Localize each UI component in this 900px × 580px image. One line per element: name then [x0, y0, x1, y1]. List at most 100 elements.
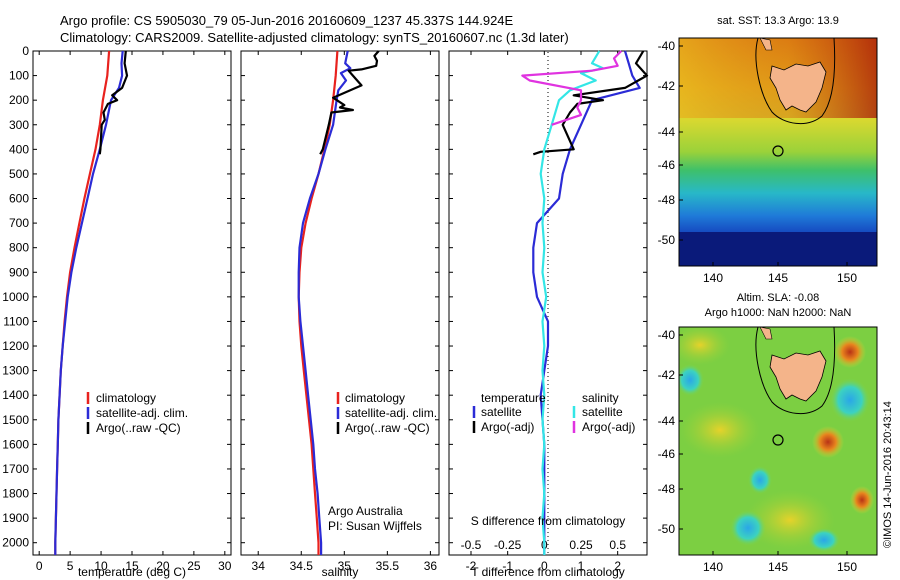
- lat-tick-label: -50: [658, 233, 676, 247]
- x-tick-label: 5: [67, 559, 74, 573]
- x-tick-label: 34.5: [290, 559, 314, 573]
- series-line-sat_s: [539, 50, 605, 555]
- x-tick-label: 15: [125, 559, 139, 573]
- sla-blue-eddy: [679, 364, 704, 396]
- lon-tick-label: 145: [768, 271, 788, 285]
- legend-satellite-label: satellite-adj. clim.: [345, 406, 437, 420]
- x-tick-label: 36: [424, 559, 438, 573]
- salinity-x-label: salinity: [322, 565, 359, 579]
- sla-lat-ticks: -40 -42 -44 -46 -48 -50: [658, 328, 683, 536]
- tasmania-land: [769, 61, 827, 113]
- lon-tick-label: 150: [837, 271, 857, 285]
- legend-climatology-label: climatology: [345, 391, 405, 405]
- y-tick-label: 2000: [2, 536, 29, 550]
- salinity-panel: 34 34.5 35 35.5 36 salinity climatology sate…: [240, 50, 440, 579]
- sst-shelf-contour: [755, 38, 836, 124]
- x-tick-label: 2: [614, 559, 621, 573]
- lat-tick-label: -48: [658, 193, 676, 207]
- x-tick-label: 0: [541, 559, 548, 573]
- series-line-argo: [532, 50, 649, 156]
- y-tick-label: 800: [9, 241, 29, 255]
- sla-blue-eddy: [748, 466, 772, 494]
- temperature-series: [54, 50, 129, 555]
- series-line-argo: [319, 50, 380, 155]
- y-tick-label: 100: [9, 69, 29, 83]
- y-tick-label: 1100: [3, 314, 29, 328]
- x-tick-label: 0: [36, 559, 43, 573]
- legend-argo-label: Argo(..raw -QC): [96, 421, 181, 435]
- sla-yellow-patch: [679, 327, 730, 365]
- legend-s-argo-label: Argo(-adj): [582, 420, 635, 434]
- salinity-annotation-line-1: Argo Australia: [328, 504, 403, 518]
- y-tick-label: 1700: [2, 462, 29, 476]
- header-line-1: Argo profile: CS 5905030_79 05-Jun-2016 …: [60, 13, 514, 28]
- difference-ticks: -2 -1 0 1 2-0.5 -0.25 0 0.25 0.5: [449, 50, 647, 573]
- x-tick-label: 30: [218, 559, 232, 573]
- y-tick-label: 200: [9, 93, 29, 107]
- salinity-plot-frame: [240, 50, 440, 556]
- s-diff-tick-label: -0.5: [461, 538, 482, 552]
- temperature-x-label: temperature (deg C): [78, 565, 186, 579]
- sla-map-title-1: Altim. SLA: -0.08: [737, 292, 820, 304]
- lat-tick-label: -40: [658, 39, 676, 53]
- y-tick-label: 600: [9, 192, 29, 206]
- temperature-panel: 0 5 10 15 20 25 300100200300400500600700800900…: [2, 44, 232, 579]
- series-line-sat: [54, 50, 124, 555]
- mainland-land: [759, 38, 773, 51]
- lon-tick-label: 145: [768, 560, 788, 574]
- sst-map-title: sat. SST: 13.3 Argo: 13.9: [717, 15, 839, 27]
- difference-legend: temperature satellite Argo(-adj) salinit…: [472, 391, 635, 434]
- y-tick-label: 700: [9, 216, 29, 230]
- series-line-sat: [532, 50, 641, 555]
- x-tick-label: 25: [187, 559, 201, 573]
- x-tick-label: -2: [466, 559, 477, 573]
- lon-tick-label: 140: [703, 271, 723, 285]
- x-tick-label: 20: [156, 559, 170, 573]
- y-tick-label: 1000: [2, 290, 29, 304]
- y-tick-label: 300: [9, 118, 29, 132]
- legend-salinity-title: salinity: [582, 391, 619, 405]
- y-tick-label: 900: [9, 265, 29, 279]
- lat-tick-label: -42: [658, 79, 676, 93]
- legend-satellite-label: satellite-adj. clim.: [96, 406, 188, 420]
- sla-map: Altim. SLA: -0.08 Argo h1000: NaN h2000:…: [658, 292, 878, 574]
- salinity-legend: climatology satellite-adj. clim. Argo(..…: [336, 391, 437, 435]
- legend-temperature-title: temperature: [481, 391, 546, 405]
- y-tick-label: 1300: [2, 364, 29, 378]
- imos-credit: ©IMOS 14-Jun-2016 20:43:14: [882, 401, 894, 548]
- sla-blue-eddy: [730, 510, 766, 546]
- argo-position-marker: [772, 434, 784, 446]
- lat-tick-label: -44: [658, 125, 676, 139]
- header-line-2: Climatology: CARS2009. Satellite-adjuste…: [60, 30, 569, 45]
- y-tick-label: 1200: [2, 339, 29, 353]
- lat-tick-label: -44: [658, 414, 676, 428]
- y-tick-label: 1500: [2, 413, 29, 427]
- x-tick-label: 1: [578, 559, 585, 573]
- salinity-annotation-line-2: PI: Susan Wijffels: [328, 519, 422, 533]
- y-tick-label: 1800: [2, 487, 29, 501]
- sst-cold-bottom: [679, 232, 877, 266]
- series-line-argo_s: [521, 50, 623, 126]
- difference-series: [521, 50, 649, 555]
- lon-tick-label: 150: [837, 560, 857, 574]
- lat-tick-label: -48: [658, 482, 676, 496]
- x-tick-label: 10: [94, 559, 108, 573]
- temperature-legend: climatology satellite-adj. clim. Argo(..…: [86, 391, 188, 435]
- legend-t-satellite-label: satellite: [481, 405, 522, 419]
- x-tick-label: 34: [252, 559, 266, 573]
- difference-x-label: T difference from climatology: [471, 565, 625, 579]
- sla-red-eddy: [812, 426, 844, 458]
- s-diff-tick-label: -0.25: [494, 538, 522, 552]
- difference-panel: -2 -1 0 1 2-0.5 -0.25 0 0.25 0.5 S difference fr…: [448, 50, 649, 579]
- lat-tick-label: -42: [658, 368, 676, 382]
- sst-map: sat. SST: 13.3 Argo: 13.9 -40-42-44-46-4…: [658, 15, 878, 285]
- series-line-argo: [98, 50, 129, 155]
- sla-shelf-contour: [755, 327, 836, 414]
- s-diff-tick-label: 0.5: [609, 538, 626, 552]
- sla-red-eddy: [850, 486, 874, 514]
- legend-climatology-label: climatology: [96, 391, 156, 405]
- series-line-sat: [297, 50, 352, 555]
- lat-tick-label: -50: [658, 522, 676, 536]
- argo-position-marker: [772, 145, 784, 157]
